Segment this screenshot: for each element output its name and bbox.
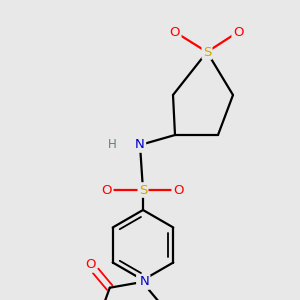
- Text: N: N: [137, 275, 147, 289]
- Text: O: O: [102, 184, 112, 196]
- Text: O: O: [233, 26, 243, 38]
- Text: O: O: [173, 184, 183, 196]
- Text: H: H: [108, 139, 116, 152]
- Text: N: N: [140, 275, 149, 289]
- Text: S: S: [139, 184, 147, 196]
- Text: O: O: [170, 26, 180, 38]
- Text: S: S: [203, 46, 211, 59]
- Text: N: N: [135, 139, 145, 152]
- Text: O: O: [85, 258, 96, 271]
